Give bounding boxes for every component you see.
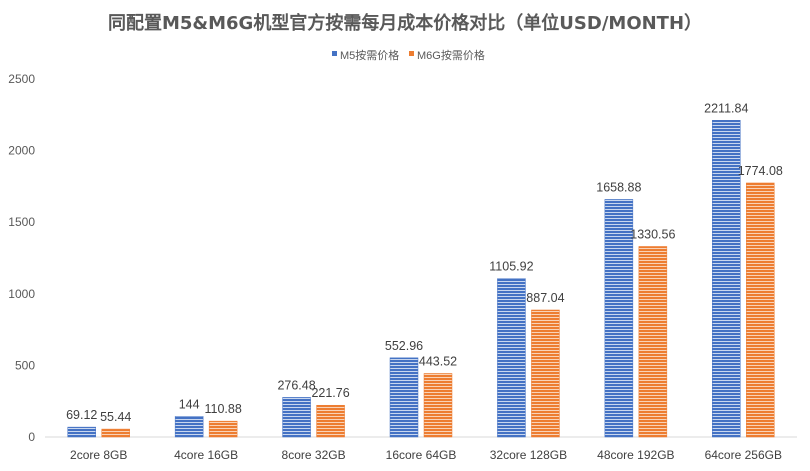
bar (712, 120, 741, 438)
legend-label: M6G按需价格 (417, 48, 485, 62)
bar (638, 246, 668, 438)
x-tick-label: 16core 64GB (386, 448, 457, 462)
y-tick-label: 1500 (8, 215, 35, 229)
bar (746, 182, 775, 438)
data-label: 144 (179, 397, 200, 411)
x-tick-label: 8core 32GB (282, 448, 346, 462)
legend: M5按需价格 M6G按需价格 (332, 48, 485, 62)
y-tick-label: 1000 (8, 287, 35, 301)
bar (497, 278, 526, 438)
bar (101, 428, 130, 438)
data-label: 1774.08 (738, 164, 783, 178)
bar (604, 199, 634, 438)
x-tick-label: 4core 16GB (174, 448, 238, 462)
y-tick-label: 0 (28, 430, 35, 444)
bar (316, 404, 345, 438)
data-label: 55.44 (100, 410, 131, 424)
data-label: 69.12 (66, 408, 97, 422)
data-label: 110.88 (204, 402, 241, 416)
data-label: 887.04 (526, 291, 564, 305)
data-label: 221.76 (311, 386, 349, 400)
bar (423, 373, 453, 438)
legend-swatch (332, 51, 337, 56)
data-label: 276.48 (277, 378, 315, 392)
bars (67, 120, 775, 438)
data-label: 1330.56 (630, 227, 675, 241)
y-tick-label: 2000 (8, 144, 35, 158)
bar (67, 426, 96, 438)
bar (174, 416, 204, 438)
bar (208, 420, 238, 438)
legend-swatch (409, 51, 414, 56)
data-label: 2211.84 (704, 101, 748, 115)
x-tick-label: 48core 192GB (597, 448, 674, 462)
data-label: 443.52 (419, 354, 457, 368)
x-tick-label: 64core 256GB (705, 448, 782, 462)
bar (531, 309, 560, 438)
data-label: 1658.88 (596, 180, 641, 194)
y-tick-label: 500 (15, 358, 35, 372)
x-tick-label: 2core 8GB (70, 448, 127, 462)
chart-title: 同配置M5&M6G机型官方按需每月成本价格对比（单位USD/MONTH） (108, 12, 702, 34)
legend-label: M5按需价格 (340, 48, 399, 62)
y-tick-label: 2500 (8, 72, 35, 86)
x-axis: 2core 8GB 4core 16GB 8core 32GB 16core 64GB… (70, 448, 782, 462)
bar (282, 397, 311, 438)
bar (389, 357, 419, 438)
data-label: 1105.92 (489, 260, 533, 274)
x-tick-label: 32core 128GB (490, 448, 567, 462)
data-label: 552.96 (385, 339, 423, 353)
y-axis: 0 500 1000 1500 2000 2500 (8, 72, 35, 444)
